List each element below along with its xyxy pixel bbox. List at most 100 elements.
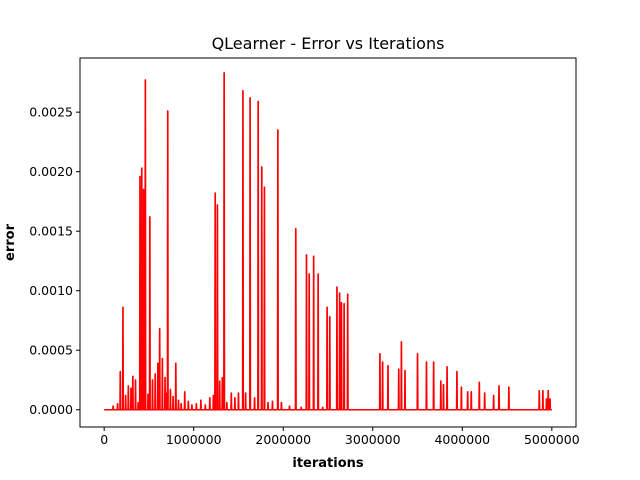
data-point	[470, 391, 472, 393]
chart-title: QLearner - Error vs Iterations	[212, 34, 445, 53]
data-point	[139, 175, 141, 178]
data-point	[184, 391, 186, 393]
data-point	[144, 79, 146, 81]
data-point	[379, 353, 381, 355]
data-point	[195, 403, 197, 405]
data-point	[234, 397, 236, 399]
data-point	[191, 404, 193, 406]
data-point	[404, 369, 406, 372]
data-point	[245, 392, 247, 394]
data-point	[484, 392, 486, 394]
data-point	[127, 385, 129, 387]
x-tick-label: 0	[100, 432, 108, 447]
data-point	[460, 386, 462, 388]
data-point	[226, 402, 228, 404]
data-point	[549, 398, 551, 400]
data-point	[280, 402, 283, 404]
y-tick-label: 0.0020	[29, 164, 73, 179]
data-point	[263, 186, 266, 188]
data-point	[187, 400, 189, 403]
data-point	[130, 387, 132, 389]
data-point	[313, 255, 315, 257]
data-point	[175, 362, 177, 364]
data-point	[343, 303, 345, 305]
data-point	[478, 381, 480, 383]
data-point	[347, 293, 349, 295]
data-point	[416, 353, 419, 355]
y-tick-label: 0.0005	[29, 343, 73, 358]
data-point	[221, 377, 223, 379]
data-point	[219, 380, 221, 382]
x-axis-ticks: 0 1000000 2000000 3000000 4000000 5000000	[100, 427, 580, 447]
data-point	[212, 394, 214, 397]
data-point	[446, 366, 448, 368]
y-tick-label: 0.0025	[29, 105, 73, 120]
x-tick-label: 3000000	[345, 432, 401, 447]
data-point	[400, 341, 403, 343]
data-point	[295, 228, 297, 230]
data-point	[288, 405, 291, 407]
data-point	[157, 362, 159, 364]
data-point	[277, 129, 279, 131]
data-point	[382, 361, 384, 363]
data-point	[300, 406, 302, 408]
data-point	[547, 390, 549, 392]
data-point	[169, 388, 172, 391]
data-point	[122, 306, 124, 308]
data-point	[261, 166, 263, 168]
data-point	[305, 254, 308, 256]
data-point	[117, 403, 119, 405]
data-point	[141, 167, 143, 169]
data-point	[151, 379, 154, 381]
y-axis-ticks: 0.0000 0.0005 0.0010 0.0015 0.0020 0.0025	[29, 105, 80, 417]
data-point	[142, 188, 145, 191]
data-point	[214, 192, 216, 194]
data-point	[398, 368, 400, 370]
data-point	[456, 371, 458, 373]
data-point	[134, 379, 137, 381]
y-tick-label: 0.0010	[29, 283, 73, 298]
data-point	[125, 394, 127, 397]
data-point	[166, 392, 168, 394]
data-point	[542, 390, 544, 392]
data-point	[200, 399, 202, 401]
data-point	[132, 375, 134, 378]
data-point	[147, 393, 149, 395]
data-point	[177, 399, 180, 401]
data-point	[387, 365, 389, 367]
data-point	[154, 373, 156, 375]
data-point	[161, 357, 163, 360]
data-point	[538, 390, 540, 392]
data-point	[322, 406, 324, 408]
data-point	[164, 377, 166, 379]
data-point	[137, 402, 139, 404]
data-point	[493, 394, 495, 397]
data-point	[216, 204, 219, 206]
data-point	[308, 273, 310, 275]
data-point	[249, 97, 251, 99]
data-point	[167, 110, 169, 112]
data-point	[209, 397, 211, 399]
x-tick-label: 2000000	[255, 432, 311, 447]
data-point	[425, 361, 428, 363]
y-tick-label: 0.0000	[29, 402, 73, 417]
data-point	[237, 392, 240, 394]
x-tick-label: 4000000	[434, 432, 490, 447]
series-line	[104, 72, 552, 411]
data-point	[433, 361, 435, 363]
data-point	[508, 386, 510, 388]
data-point	[223, 72, 225, 74]
data-point	[336, 286, 338, 288]
y-axis-label: error	[3, 223, 18, 261]
data-point	[257, 100, 259, 103]
data-point	[339, 292, 341, 294]
data-point	[545, 398, 548, 400]
x-tick-label: 1000000	[166, 432, 222, 447]
data-point	[498, 385, 500, 387]
data-point	[112, 405, 114, 407]
data-point	[267, 402, 269, 404]
data-point	[180, 403, 182, 405]
x-axis-label: iterations	[292, 456, 364, 471]
data-point	[172, 396, 174, 398]
plot-frame	[79, 57, 577, 428]
